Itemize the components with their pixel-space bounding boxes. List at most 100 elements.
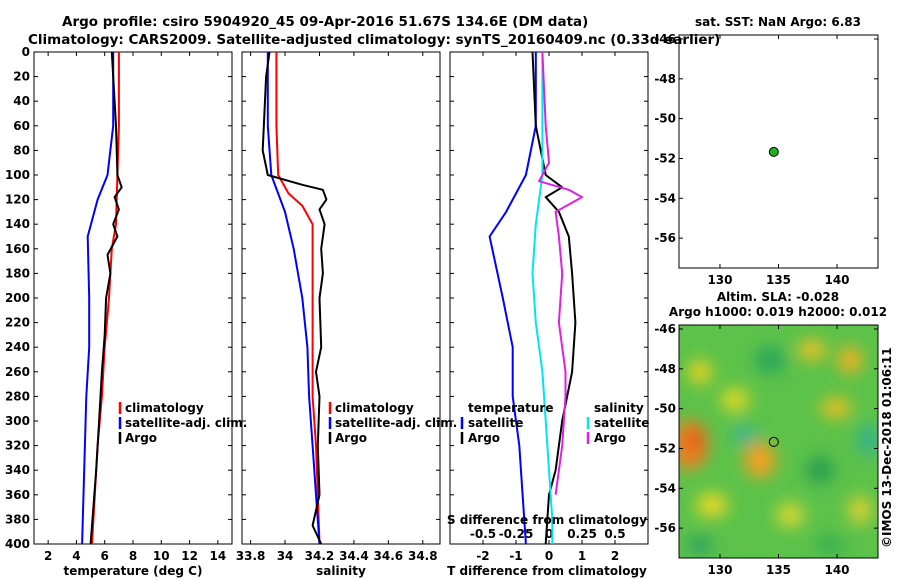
top-tick-label: 0.25 [567,527,597,541]
x-tick-label: 34.4 [339,549,369,563]
y-tick-label: 360 [5,488,30,502]
salinity-panel: 33.8 34 34.2 34.4 34.6 34.8 [236,51,440,563]
map-x-tick-label: 135 [766,563,791,577]
legend-label-temp-satellite: satellite [468,416,523,430]
series-line-argo [89,51,123,545]
series-line-salinity-satellite [531,52,554,544]
sla-anomaly [733,427,757,443]
x-tick-label: 14 [210,549,227,563]
y-tick-label: 280 [5,389,30,403]
salinity-xlabel: salinity [316,564,366,578]
argo-location-marker [768,146,779,157]
sla-anomaly [806,456,834,484]
sla-anomaly [820,398,852,418]
x-tick-label: 4 [72,549,80,563]
map-y-tick-label: -54 [654,481,676,495]
sla-anomaly [696,493,728,517]
x-tick-label: -2 [476,549,489,563]
top-tick-label: 0.5 [604,527,625,541]
legend-label-argo: Argo [125,431,157,445]
y-tick-label: 260 [5,365,30,379]
map-y-tick-label: -56 [654,231,676,245]
sla-anomaly [688,535,712,555]
title-line-1: Argo profile: csiro 5904920_45 09-Apr-20… [62,14,588,30]
y-tick-label: 200 [5,291,30,305]
temperature-panel-frame [33,51,233,545]
sla-anomaly [685,426,705,454]
series-line-temperature-satellite [488,52,537,545]
x-tick-label: 34.2 [305,549,335,563]
salinity-panel-frame [241,51,441,545]
x-tick-label: 34.6 [374,549,404,563]
sla-map: 130 135 140 -46 -48 -50 -52 -54 -56 [654,322,878,577]
map-y-tick-label: -50 [654,112,676,126]
legend-label-sal-satellite: satellite [594,416,649,430]
legend-label-climatology: climatology [125,401,204,415]
map-x-tick-label: 135 [766,273,791,287]
map-x-tick-label: 140 [824,563,849,577]
difference-top-xlabel: S difference from climatology [447,513,647,527]
sla-anomaly [858,424,878,456]
map-y-tick-label: -50 [654,402,676,416]
x-tick-label: 6 [101,549,109,563]
y-tick-label: 320 [5,439,30,453]
map-y-tick-label: -46 [654,322,676,336]
series-line-temperature-argo [531,51,577,545]
sla-anomaly [754,346,786,374]
map-x-tick-label: 140 [824,273,849,287]
series-line-satellite-adj-clim- [266,52,321,545]
x-tick-label: 1 [578,549,586,563]
map-y-tick-label: -46 [654,32,676,46]
sla-map-title-2: Argo h1000: 0.019 h2000: 0.012 [669,305,887,319]
y-tick-label: 0 [22,45,30,59]
sst-map-title: sat. SST: NaN Argo: 6.83 [695,15,861,29]
x-tick-label: 8 [129,549,137,563]
top-tick-label: -0.5 [470,527,496,541]
series-line-salinity-argo [538,51,583,495]
argo-location-marker [768,436,779,447]
legend-label-climatology: climatology [335,401,414,415]
x-tick-label: 2 [611,549,619,563]
top-tick-label: 0 [545,527,553,541]
y-tick-label: 180 [5,266,30,280]
x-tick-label: -1 [509,549,522,563]
y-tick-label: 80 [13,143,30,157]
x-tick-label: 12 [181,549,198,563]
x-tick-label: 2 [44,549,52,563]
y-tick-label: 140 [5,217,30,231]
series-line-argo [261,51,328,545]
x-tick-label: 0 [545,549,553,563]
sla-anomaly [814,535,846,555]
legend-heading-salinity: salinity [594,401,644,415]
difference-xlabel: T difference from climatology [447,564,647,578]
map-x-tick-label: 130 [707,273,732,287]
y-tick-label: 120 [5,193,30,207]
sla-anomaly [798,340,826,360]
map-y-tick-label: -48 [654,72,676,86]
y-tick-label: 300 [5,414,30,428]
sst-map: 130 135 140 -46 -48 -50 -52 -54 -56 [654,32,878,287]
y-tick-label: 160 [5,242,30,256]
sla-map-title-1: Altim. SLA: -0.028 [717,290,839,304]
map-y-tick-label: -52 [654,151,676,165]
sla-anomaly [721,388,749,412]
x-tick-label: 33.8 [236,549,266,563]
y-tick-label: 380 [5,512,30,526]
series-line-satellite-adj-clim- [81,52,115,545]
legend-label-satellite: satellite-adj. clim. [335,416,457,430]
sla-anomaly [688,360,712,384]
y-tick-label: 340 [5,463,30,477]
y-tick-label: 240 [5,340,30,354]
y-tick-label: 60 [13,119,30,133]
sla-anomaly [848,496,872,524]
legend-label-satellite: satellite-adj. clim. [125,416,247,430]
x-tick-label: 34 [277,549,294,563]
sla-heatmap-field [679,325,878,558]
y-tick-label: 100 [5,168,30,182]
map-y-tick-label: -48 [654,362,676,376]
legend-label-temp-argo: Argo [468,431,500,445]
map-y-tick-label: -54 [654,191,676,205]
top-tick-label: -0.25 [499,527,534,541]
sla-anomaly [776,503,804,527]
